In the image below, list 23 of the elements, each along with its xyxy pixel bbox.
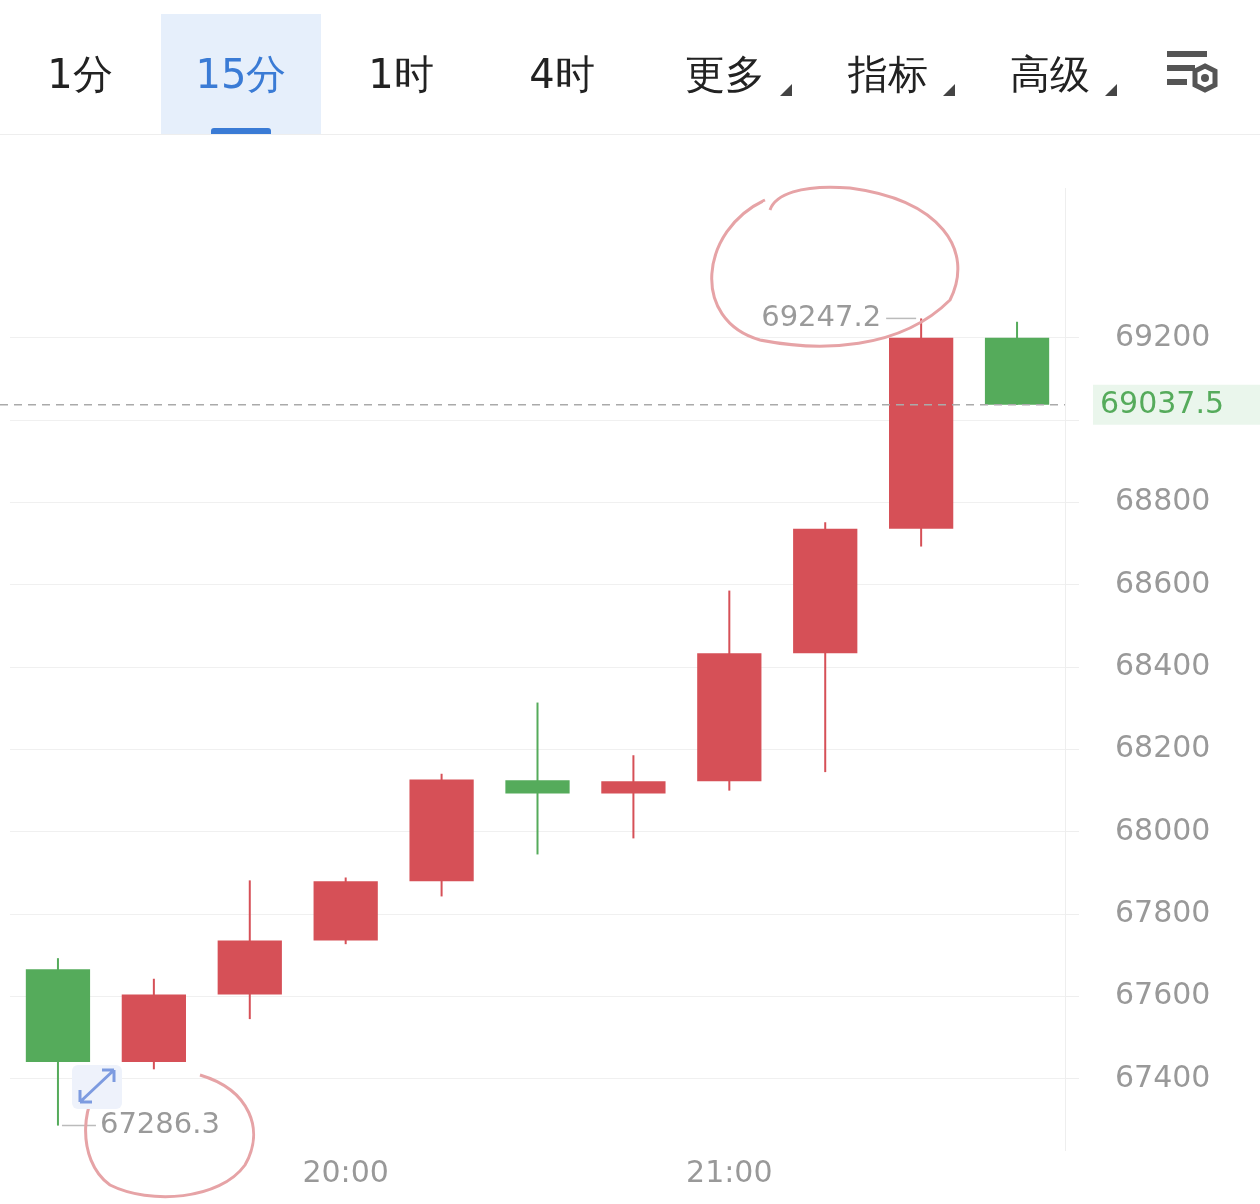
y-tick-label: 67400 — [1115, 1058, 1211, 1094]
ref-line-label: 69037.5 — [1099, 384, 1225, 420]
x-tick-label: 20:00 — [302, 1153, 389, 1189]
annotation: 69247.2 — [761, 298, 882, 333]
y-tick-label: 68000 — [1115, 811, 1211, 847]
y-tick-label: 67800 — [1115, 893, 1211, 929]
text: 1分 — [46, 50, 114, 99]
candlestick — [601, 754, 666, 840]
text: 高级 — [1009, 50, 1091, 99]
y-tick-label: 67600 — [1115, 976, 1211, 1012]
text: 4时 — [528, 50, 596, 99]
candlestick — [505, 701, 570, 856]
y-tick-label: 68200 — [1115, 729, 1211, 765]
y-tick-label: 68800 — [1115, 482, 1211, 518]
y-tick-label: 68400 — [1115, 646, 1211, 682]
text: 指标 — [847, 50, 929, 99]
y-tick-label: 69200 — [1115, 317, 1211, 353]
x-tick-label: 21:00 — [686, 1153, 773, 1189]
text: 更多 — [684, 50, 766, 99]
annotation: 67286.3 — [99, 1106, 220, 1141]
text: 15分 — [161, 14, 321, 134]
y-tick-label: 68600 — [1115, 564, 1211, 600]
text: 1时 — [367, 50, 435, 99]
